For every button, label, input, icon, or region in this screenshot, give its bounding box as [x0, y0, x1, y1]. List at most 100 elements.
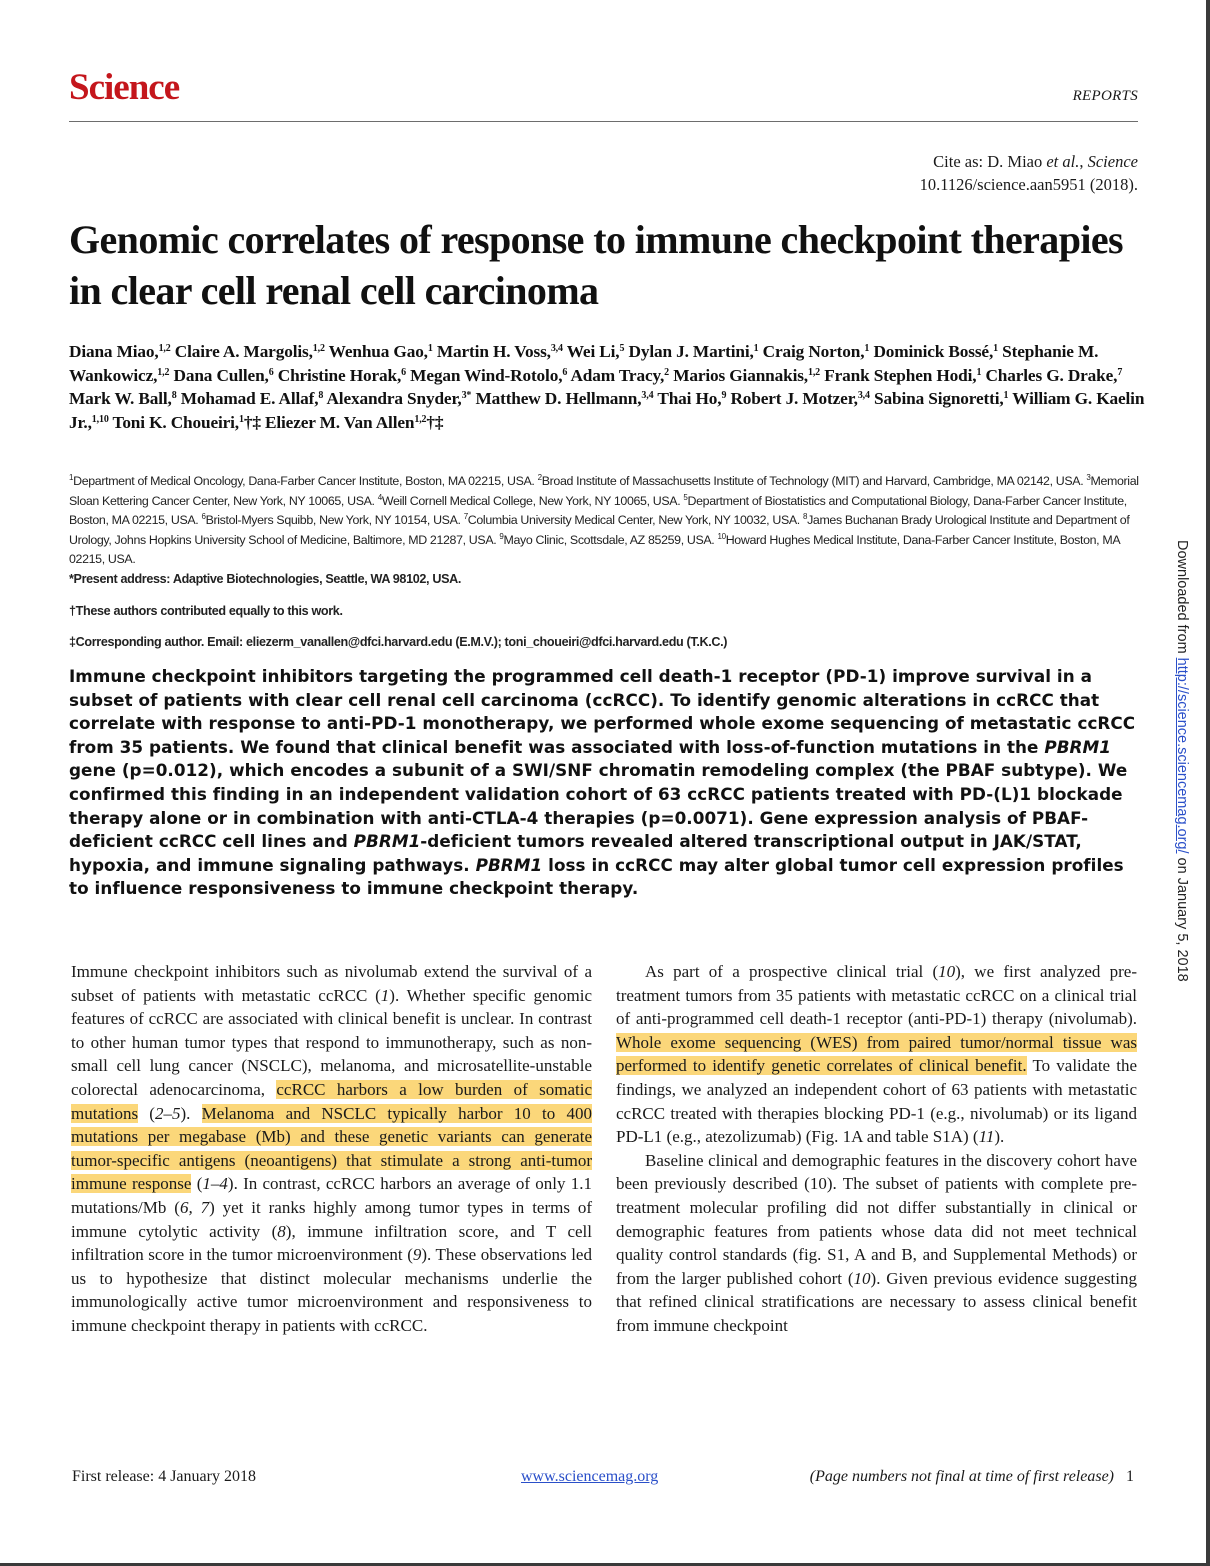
author-affiliation-mark: 1	[427, 343, 433, 354]
affiliation-text: Department of Biostatistics and Computat…	[69, 493, 1127, 528]
site-link[interactable]: www.sciencemag.org	[521, 1468, 659, 1485]
affiliation-text: Mayo Clinic, Scottsdale, AZ 85259, USA.	[503, 532, 718, 547]
italic-text: PBRM1	[353, 831, 421, 852]
author-name: Sabina Signoretti,	[874, 389, 1004, 409]
affiliation-text: Howard Hughes Medical Institute, Dana-Fa…	[69, 532, 1120, 567]
text-run: ).	[180, 1103, 202, 1123]
author-name: Martin H. Voss,	[436, 342, 551, 361]
author-affiliation-mark: 1,2	[158, 343, 171, 354]
text-run: ), we first analyzed pre-treatment tumor…	[616, 962, 1137, 1029]
affiliation-number: 10	[717, 531, 727, 541]
author-name: Matthew D. Hellmann,	[475, 389, 642, 409]
affiliation-text: Columbia University Medical Center, New …	[467, 513, 803, 527]
italic-text: 1	[380, 985, 390, 1005]
citation-block: Cite as: D. Miao et al., Science 10.1126…	[920, 150, 1138, 196]
italic-text: 1–4	[202, 1174, 228, 1194]
author-affiliation-mark: 1,2	[157, 366, 170, 378]
text-run: ). In contrast, ccRCC harbors an average…	[71, 1174, 593, 1217]
author-affiliation-mark: 1	[976, 366, 982, 378]
author-name: †‡	[243, 412, 261, 432]
download-notice: Downloaded from http://science.sciencema…	[1174, 540, 1190, 982]
page-edge-right	[1206, 0, 1210, 1566]
text-run: Immune checkpoint inhibitors such as niv…	[71, 962, 592, 1005]
author-affiliation-mark: 6	[268, 366, 274, 378]
author-name: Mark W. Ball,	[69, 389, 172, 409]
affiliation-number: 6	[201, 512, 206, 521]
italic-text: 6, 7	[179, 1197, 210, 1217]
author-name: Dominick Bossé,	[873, 342, 994, 361]
text-run: ), immune infiltration score, and T cell…	[71, 1221, 592, 1265]
body-paragraph: Immune checkpoint inhibitors such as niv…	[71, 960, 592, 1338]
text-run: Baseline clinical and demographic featur…	[616, 1150, 1137, 1288]
author-name: Robert J. Motzer,	[730, 389, 858, 409]
affiliation-number: 2	[537, 473, 542, 482]
section-label: REPORTS	[1072, 88, 1138, 104]
author-name: Frank Stephen Hodi,	[824, 365, 977, 385]
author-name: Craig Norton,	[762, 342, 865, 361]
body-paragraph: As part of a prospective clinical trial …	[616, 960, 1137, 1149]
affiliation-number: 5	[683, 492, 688, 502]
author-name: Toni K. Choueiri,	[112, 412, 240, 432]
page-edge-bottom	[0, 1563, 1210, 1566]
text-run: loss in ccRCC may alter global tumor cel…	[69, 854, 1124, 899]
text-run: (	[191, 1174, 203, 1194]
author-affiliation-mark: 1	[993, 343, 998, 354]
author-name: Mohamad E. Allaf,	[180, 389, 319, 409]
affiliation-number: 3	[1086, 473, 1091, 482]
affiliations: 1Department of Medical Oncology, Dana-Fa…	[69, 472, 1139, 570]
author-name: Stephanie M. Wankowicz,	[69, 342, 1099, 385]
abstract: Immune checkpoint inhibitors targeting t…	[69, 665, 1139, 901]
header-rule	[69, 121, 1138, 122]
author-name: William G. Kaelin Jr.,	[69, 389, 1145, 432]
author-affiliation-mark: 1,2	[414, 413, 427, 425]
text-run: (	[138, 1103, 155, 1123]
italic-text: PBRM1	[1044, 736, 1111, 757]
citation-doi: 10.1126/science.aan5951 (2018).	[919, 175, 1138, 194]
download-link[interactable]: http://science.sciencemag.org/	[1174, 657, 1190, 854]
affiliation-text: James Buchanan Brady Urological Institut…	[69, 513, 1130, 547]
author-name: Dana Cullen,	[173, 365, 269, 385]
affiliation-text: Department of Medical Oncology, Dana-Far…	[73, 474, 538, 488]
text-run: gene (p=0.012), which encodes a subunit …	[69, 760, 1128, 852]
author-affiliation-mark: 3,4	[857, 390, 870, 402]
body-paragraph: Baseline clinical and demographic featur…	[616, 1149, 1137, 1338]
author-affiliation-mark: 1,2	[807, 366, 821, 378]
affiliation-number: 1	[69, 473, 74, 482]
author-affiliation-mark: 1	[864, 343, 870, 354]
author-name: Dylan J. Martini,	[628, 342, 754, 361]
italic-text: 2–5	[154, 1103, 181, 1123]
author-name: Eliezer M. Van Allen	[265, 412, 415, 432]
author-name: Charles G. Drake,	[985, 365, 1118, 385]
italic-text: 9	[412, 1245, 422, 1265]
page-number-note: (Page numbers not final at time of first…	[809, 1468, 1134, 1485]
italic-text: PBRM1	[475, 854, 543, 875]
citation-line-1: Cite as: D. Miao et al., Science	[933, 152, 1138, 171]
body-column-right: As part of a prospective clinical trial …	[616, 960, 1137, 1338]
affiliation-text: Memorial Sloan Kettering Cancer Center, …	[69, 474, 1139, 508]
author-name: Alexandra Snyder,	[326, 389, 462, 409]
body-column-left: Immune checkpoint inhibitors such as niv…	[71, 960, 592, 1338]
author-affiliation-mark: 8	[318, 390, 324, 402]
author-affiliation-mark: 6	[401, 366, 406, 378]
affiliation-text: Weill Cornell Medical College, New York,…	[381, 493, 684, 508]
text-run: To validate the findings, we analyzed an…	[616, 1056, 1137, 1147]
author-name: Wenhua Gao,	[328, 342, 428, 361]
present-address-note: *Present address: Adaptive Biotechnologi…	[69, 572, 462, 586]
author-name: Claire A. Margolis,	[174, 342, 313, 361]
author-affiliation-mark: 3*	[461, 390, 472, 402]
author-name: †‡	[426, 412, 444, 432]
author-affiliation-mark: 1,10	[91, 413, 109, 425]
article-title: Genomic correlates of response to immune…	[69, 217, 1124, 313]
author-name: Megan Wind-Rotolo,	[410, 365, 563, 385]
author-name: Adam Tracy,	[570, 365, 665, 385]
corresponding-author-note: ‡Corresponding author. Email: eliezerm_v…	[69, 635, 728, 649]
affiliation-text: Broad Institute of Massachusetts Institu…	[541, 474, 1087, 488]
text-run: As part of a prospective clinical trial …	[645, 962, 939, 981]
affiliation-number: 4	[377, 492, 382, 502]
page-number: 1	[1126, 1468, 1134, 1485]
affiliation-number: 7	[463, 512, 468, 521]
italic-text: 11	[978, 1127, 995, 1147]
affiliation-number: 8	[802, 512, 808, 521]
text-run: ) yet it ranks highly among tumor types …	[71, 1197, 593, 1241]
equal-contribution-note: †These authors contributed equally to th…	[69, 604, 343, 618]
